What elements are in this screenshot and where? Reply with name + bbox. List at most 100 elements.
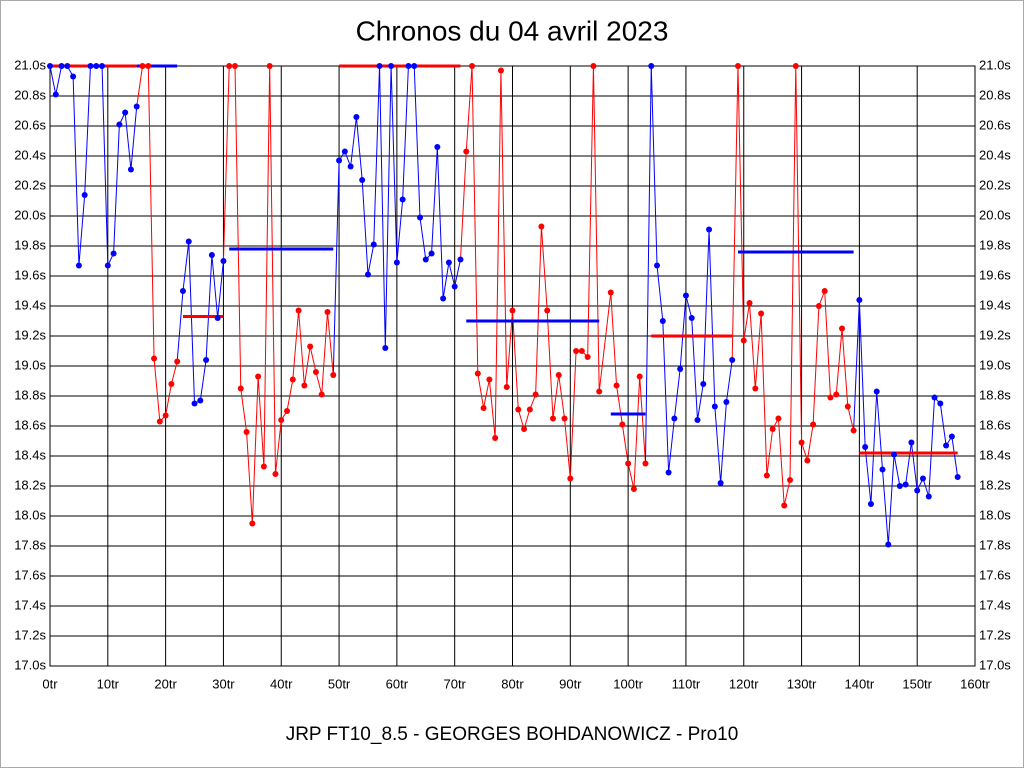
lap-point xyxy=(405,63,412,69)
lap-point xyxy=(116,121,123,128)
connector xyxy=(644,65,652,464)
lap-point xyxy=(677,366,684,372)
lap-point xyxy=(255,373,262,380)
lap-point xyxy=(174,358,181,365)
y-tick-label: 20.8s xyxy=(14,87,46,102)
lap-point xyxy=(619,421,626,428)
y-tick-label: 18.4s xyxy=(14,447,46,462)
lap-point xyxy=(815,303,822,309)
y-tick-label: 18.6s xyxy=(14,417,46,432)
lap-point xyxy=(243,429,250,435)
lap-point xyxy=(752,385,759,392)
x-tick-label: 110tr xyxy=(672,676,701,691)
lap-point xyxy=(700,381,707,387)
y-tick-label: 20.0s xyxy=(14,207,46,222)
lap-point xyxy=(249,520,256,527)
lap-point xyxy=(220,258,227,264)
connector xyxy=(853,299,860,431)
lap-point xyxy=(636,373,643,380)
y2-tick-label: 19.0s xyxy=(979,357,1011,372)
series-line xyxy=(182,241,224,405)
series-line xyxy=(858,299,959,545)
x-tick-label: 120tr xyxy=(729,676,759,691)
lap-point xyxy=(127,166,134,173)
lap-point xyxy=(497,67,504,74)
lap-point xyxy=(168,381,175,387)
lap-point xyxy=(382,345,389,351)
x-tick-label: 80tr xyxy=(501,676,524,691)
y-tick-label: 21.0s xyxy=(14,57,46,72)
lap-point xyxy=(208,252,215,258)
lap-point xyxy=(821,288,828,294)
lap-point xyxy=(943,442,950,449)
y2-tick-label: 19.8s xyxy=(979,237,1011,252)
lap-point xyxy=(463,148,470,155)
lap-point xyxy=(324,309,331,315)
y2-tick-label: 18.4s xyxy=(979,447,1011,462)
lap-point xyxy=(93,63,100,69)
lap-point xyxy=(914,487,921,494)
lap-point xyxy=(769,426,776,432)
lap-point xyxy=(723,399,730,405)
y2-tick-label: 17.4s xyxy=(979,597,1011,612)
lap-point xyxy=(203,357,210,363)
lap-point xyxy=(185,238,192,245)
y2-tick-label: 17.6s xyxy=(979,567,1011,582)
lap-point xyxy=(775,415,782,422)
y2-tick-label: 17.8s xyxy=(979,537,1011,552)
lap-point xyxy=(284,408,291,414)
lap-point xyxy=(521,426,528,432)
connector xyxy=(731,65,739,361)
connector xyxy=(598,292,612,392)
lap-point xyxy=(434,144,441,150)
x-tick-label: 0tr xyxy=(42,676,58,691)
lap-point xyxy=(237,385,244,392)
lap-point xyxy=(688,315,695,321)
lap-point xyxy=(341,148,348,155)
lap-point xyxy=(336,157,343,164)
lap-point xyxy=(873,388,880,395)
y-tick-label: 20.2s xyxy=(14,177,46,192)
lap-point xyxy=(47,63,53,69)
lap-point xyxy=(312,369,319,375)
lap-point xyxy=(792,63,799,69)
lap-point xyxy=(948,433,955,440)
lap-point xyxy=(925,493,932,500)
lap-point xyxy=(867,501,874,507)
x-tick-label: 60tr xyxy=(386,676,409,691)
lap-point xyxy=(856,297,863,303)
x-tick-label: 150tr xyxy=(902,676,932,691)
y2-tick-label: 20.2s xyxy=(979,177,1011,192)
lap-point xyxy=(99,63,106,69)
y2-tick-label: 20.6s xyxy=(979,117,1011,132)
y-tick-label: 19.0s xyxy=(14,357,46,372)
y-tick-label: 17.8s xyxy=(14,537,46,552)
lap-point xyxy=(301,382,308,389)
lap-point xyxy=(717,480,724,486)
connector xyxy=(176,290,184,362)
lap-point xyxy=(486,376,493,383)
lap-point xyxy=(607,289,614,296)
y2-tick-label: 18.6s xyxy=(979,417,1011,432)
lap-point xyxy=(763,472,770,479)
lap-point xyxy=(544,307,551,314)
x-tick-label: 140tr xyxy=(845,676,875,691)
lap-point xyxy=(75,262,82,269)
y2-tick-label: 17.0s xyxy=(979,657,1011,672)
lap-point xyxy=(706,226,713,233)
lap-point xyxy=(555,372,562,378)
lap-point xyxy=(480,405,487,411)
y-tick-label: 18.8s xyxy=(14,387,46,402)
lap-point xyxy=(411,63,418,69)
lap-point xyxy=(151,355,158,362)
lap-point xyxy=(133,103,140,110)
lap-point xyxy=(578,348,585,354)
lap-point xyxy=(584,354,591,360)
lap-point xyxy=(197,397,204,404)
lap-point xyxy=(613,382,620,389)
lap-point xyxy=(573,348,580,354)
x-tick-label: 70tr xyxy=(443,676,466,691)
y-tick-label: 20.4s xyxy=(14,147,46,162)
x-tick-label: 90tr xyxy=(559,676,582,691)
y-tick-label: 17.0s xyxy=(14,657,46,672)
